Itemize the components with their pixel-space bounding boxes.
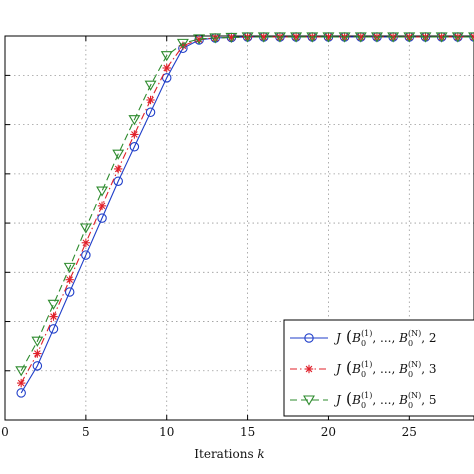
data-point-triangle [160,51,173,62]
data-point-triangle [31,336,44,347]
x-tick-label: 5 [82,425,90,439]
data-point-triangle [79,223,92,234]
data-point-star [97,201,107,211]
series-line [20,36,474,372]
data-point-star [162,63,171,73]
data-point-triangle [225,32,238,44]
data-point-triangle [403,32,416,43]
series-3 [15,32,474,377]
data-point-triangle [322,32,335,43]
data-point-triangle [303,395,315,406]
data-point-triangle [435,32,448,43]
legend-entry-label: J (B0(1), ..., B0(N), 2 [333,327,437,348]
data-point-circle [113,176,123,186]
data-point-star [130,130,139,139]
data-point-triangle [468,32,474,43]
data-point-triangle [96,186,108,197]
data-point-star [33,349,42,358]
data-point-star [146,95,155,105]
data-point-circle [16,388,26,398]
data-point-star [81,238,91,247]
data-point-circle [48,324,59,334]
data-point-triangle [209,33,222,44]
x-tick-label: 15 [240,425,255,439]
data-point-triangle [387,32,400,43]
legend-entry-label: J (B0(1), ..., B0(N), 3 [333,358,437,379]
data-point-triangle [47,299,60,310]
data-point-triangle [451,32,464,43]
data-point-circle [32,361,43,371]
data-point-circle [64,287,75,297]
data-point-triangle [63,262,76,273]
legend: J (B0(1), ..., B0(N), 2 J (B0(1), ..., B0… [283,319,474,417]
data-point-triangle [112,149,125,160]
data-point-triangle [257,32,270,43]
data-point-circle [129,142,140,152]
x-tick-label: 20 [321,425,336,439]
data-point-star [304,364,314,374]
data-point-triangle [371,32,383,43]
data-point-circle [145,107,156,118]
data-point-triangle [15,366,28,377]
data-point-triangle [128,115,141,126]
series-group [15,32,474,398]
data-point-triangle [273,32,286,43]
data-point-circle [304,333,314,343]
data-point-triangle [241,32,254,43]
axis-ticks: 0 5 10 15 20 25 [1,36,417,439]
data-point-triangle [419,32,432,43]
data-point-triangle [306,32,319,43]
data-point-triangle [354,32,367,43]
data-point-star [114,164,123,174]
data-point-circle [81,250,91,260]
data-point-triangle [193,34,206,45]
plot-frame [4,35,474,421]
data-point-triangle [176,38,189,49]
data-point-star [49,312,58,321]
legend-entry-label: J (B0(1), ..., B0(N), 5 [333,389,437,410]
data-point-triangle [290,32,303,43]
x-tick-label: 0 [1,425,9,439]
x-tick-label: 10 [159,425,174,439]
data-point-circle [161,73,172,83]
data-point-circle [97,213,107,223]
data-point-triangle [144,80,157,91]
data-point-star [16,378,26,388]
x-tick-label: 25 [402,425,417,439]
data-point-triangle [338,32,351,43]
data-point-star [65,275,74,284]
x-axis-label: Iterations k [194,447,264,461]
